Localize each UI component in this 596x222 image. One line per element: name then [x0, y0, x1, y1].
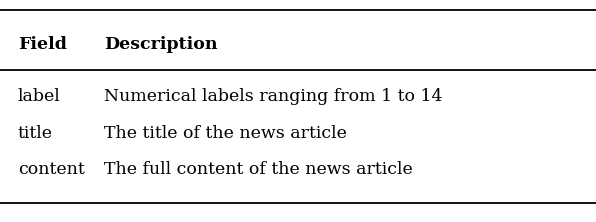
Text: Description: Description [104, 36, 218, 53]
Text: label: label [18, 88, 61, 105]
Text: Numerical labels ranging from 1 to 14: Numerical labels ranging from 1 to 14 [104, 88, 443, 105]
Text: The title of the news article: The title of the news article [104, 125, 347, 142]
Text: content: content [18, 161, 85, 178]
Text: The full content of the news article: The full content of the news article [104, 161, 413, 178]
Text: Field: Field [18, 36, 67, 53]
Text: title: title [18, 125, 53, 142]
